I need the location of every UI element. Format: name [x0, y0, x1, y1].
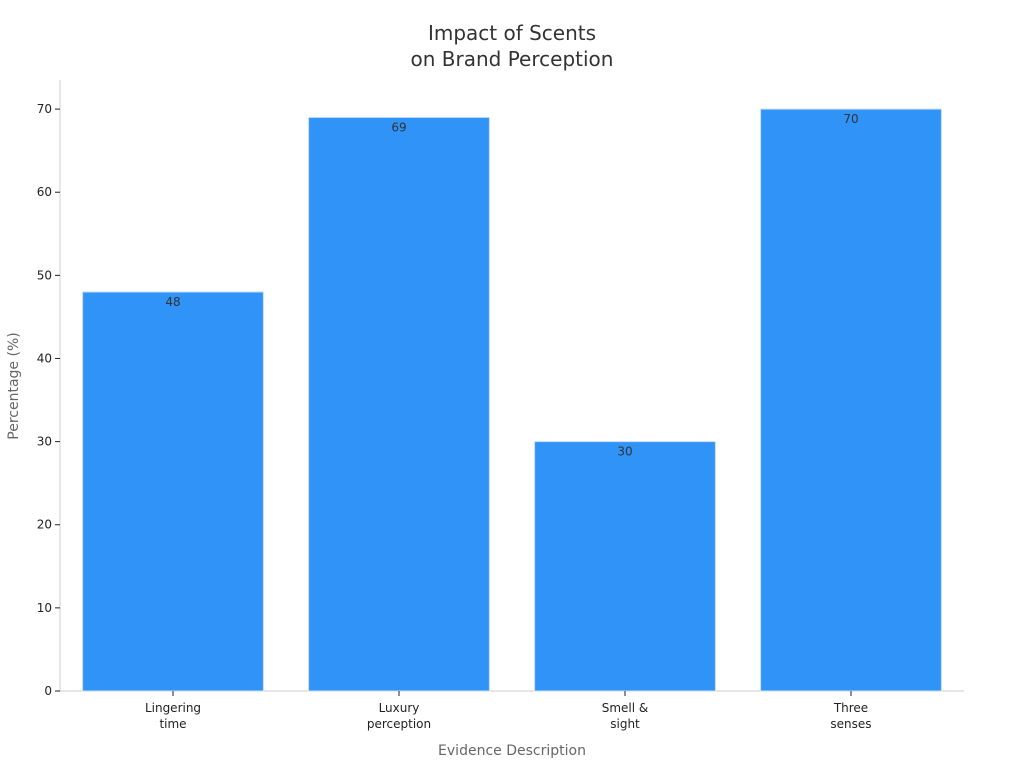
chart-title-line-1: Impact of Scents [428, 21, 596, 45]
y-tick-label: 50 [37, 268, 52, 282]
y-axis-title: Percentage (%) [6, 332, 22, 439]
bar [82, 291, 264, 692]
y-tick-label: 30 [37, 435, 52, 449]
y-tick-label: 60 [37, 185, 52, 199]
x-tick-label: senses [830, 717, 871, 731]
y-tick-label: 70 [37, 102, 52, 116]
x-tick-label: Three [833, 701, 868, 715]
y-tick-label: 40 [37, 351, 52, 365]
bar [534, 441, 716, 692]
bar-value-label: 69 [391, 120, 406, 134]
x-tick-label: Smell & [602, 701, 649, 715]
x-axis-title: Evidence Description [438, 743, 586, 759]
bar-value-label: 30 [617, 445, 632, 459]
x-tick-label: time [159, 717, 186, 731]
bar-value-label: 48 [165, 295, 180, 309]
chart-title-line-2: on Brand Perception [411, 47, 614, 71]
bar [308, 116, 490, 692]
bar [760, 108, 942, 692]
bar-value-label: 70 [843, 112, 858, 126]
y-tick-label: 20 [37, 518, 52, 532]
y-tick-label: 10 [37, 601, 52, 615]
x-tick-label: sight [610, 717, 640, 731]
x-tick-label: Luxury [379, 701, 420, 715]
x-tick-label: perception [367, 717, 431, 731]
x-tick-label: Lingering [145, 701, 201, 715]
y-tick-label: 0 [44, 684, 52, 698]
plot-area: 0 10 20 30 40 50 60 70 48 Lingering time 69 Luxury pe… [37, 80, 964, 731]
